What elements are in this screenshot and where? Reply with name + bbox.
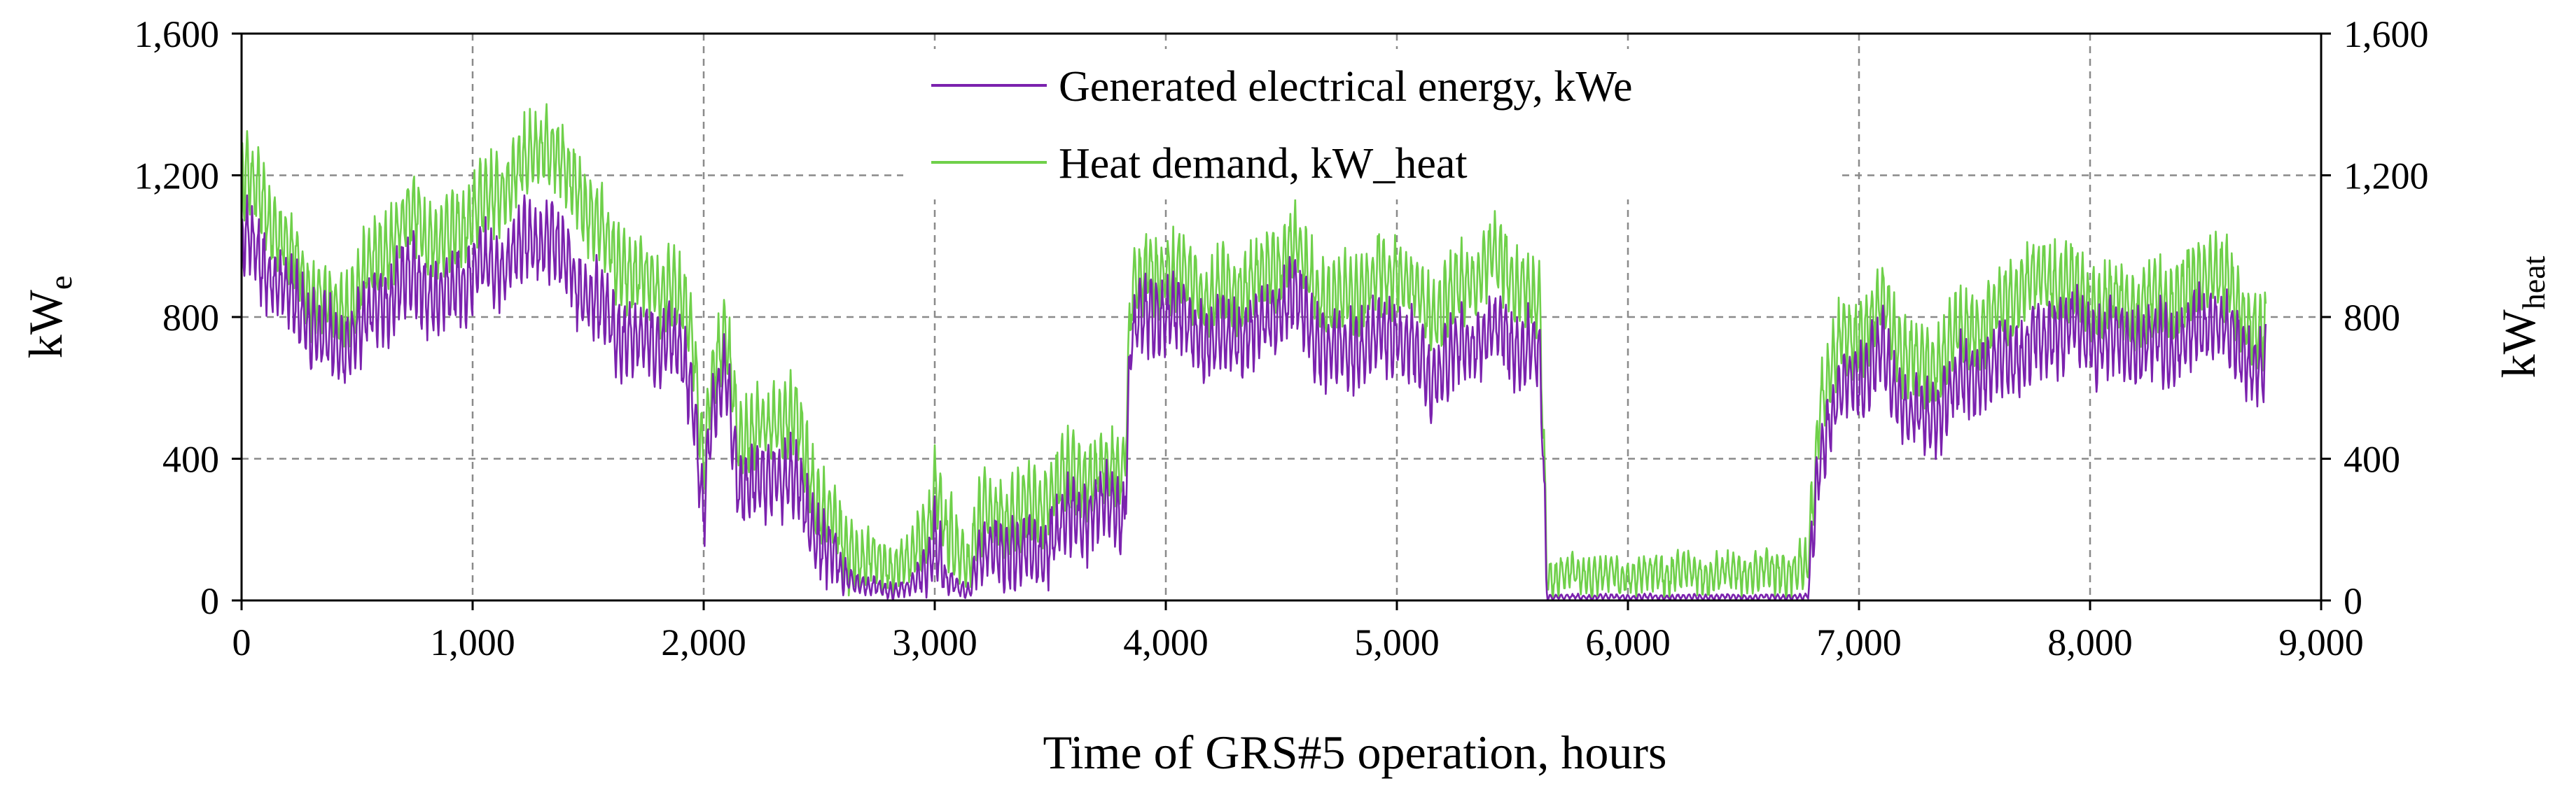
x-tick-labels: 0 1,000 2,000 3,000 4,000 5,000 6,000 7,000 8,00… [232,621,2364,663]
y-right-axis-title-main: kW [2492,309,2545,378]
y-right-tick-label: 1,200 [2344,155,2429,197]
series-layer [242,103,2267,600]
y-right-tick-label: 0 [2344,580,2362,622]
legend: Generated electrical energy, kWe Heat de… [903,49,1842,199]
x-tick-label: 9,000 [2278,621,2364,663]
y-right-tick-labels: 0 400 800 1,200 1,600 [2344,13,2429,622]
y-right-axis-title: kWheat [2492,255,2551,378]
y-left-tick-label: 800 [162,297,219,339]
x-tick-label: 2,000 [661,621,746,663]
y-left-axis-title-sub: e [43,276,78,290]
y-left-axis-title: kWe [19,276,78,359]
legend-label-electrical: Generated electrical energy, kWe [1059,63,1632,111]
x-axis-title: Time of GRS#5 operation, hours [1043,726,1667,779]
legend-background [903,49,1842,199]
y-left-tick-label: 1,600 [134,13,220,55]
x-tick-label: 4,000 [1123,621,1209,663]
x-tick-label: 5,000 [1354,621,1440,663]
x-tick-label: 1,000 [430,621,515,663]
series-line-heat-demand [242,103,2267,600]
x-tick-label: 3,000 [892,621,977,663]
series-line-electrical-energy [242,194,2267,600]
y-right-tick-label: 400 [2344,439,2400,481]
tick-marks [232,32,2331,610]
x-tick-label: 6,000 [1585,621,1671,663]
x-tick-label: 8,000 [2047,621,2133,663]
x-tick-label: 0 [232,621,251,663]
y-left-tick-label: 400 [162,439,219,481]
legend-label-heat: Heat demand, kW_heat [1059,140,1468,188]
y-left-tick-label: 1,200 [134,155,220,197]
y-left-axis-title-main: kW [19,289,72,358]
y-left-tick-labels: 0 400 800 1,200 1,600 [134,13,220,622]
y-right-tick-label: 1,600 [2344,13,2429,55]
x-tick-label: 7,000 [1816,621,1902,663]
y-right-axis-title-sub: heat [2516,255,2551,309]
y-left-tick-label: 0 [200,580,219,622]
y-right-tick-label: 800 [2344,297,2400,339]
